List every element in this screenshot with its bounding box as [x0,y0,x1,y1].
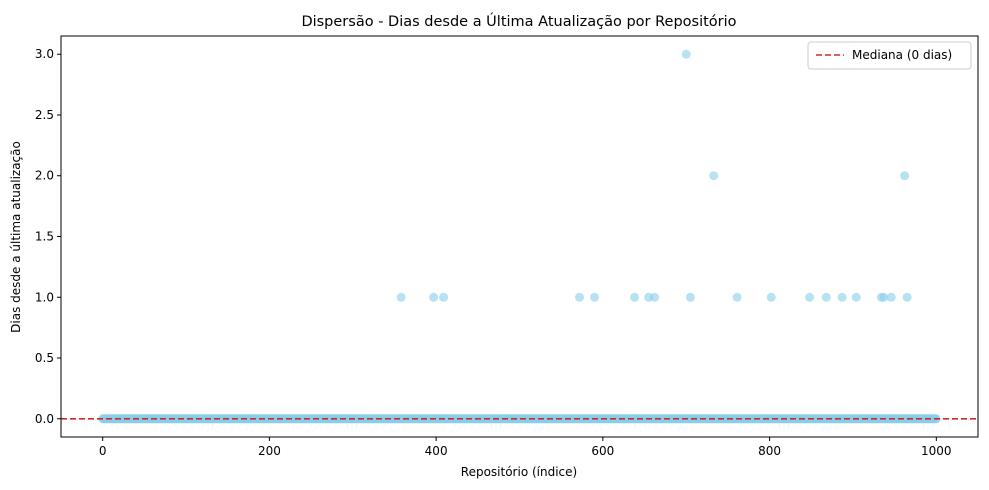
legend-box [807,41,972,70]
data-point [821,292,831,302]
y-tick-label: 0.5 [35,351,54,365]
data-point [590,292,600,302]
data-point [396,292,406,302]
legend: Mediana (0 dias) [807,41,972,70]
y-tick-label: 3.0 [35,47,54,61]
data-point [886,292,896,302]
data-point [439,292,449,302]
y-tick-label: 1.0 [35,290,54,304]
data-point [851,292,861,302]
x-tick-label: 1000 [921,444,952,458]
data-point [709,171,719,181]
data-point [902,292,912,302]
y-axis-ticks: 0.0 0.5 1.0 1.5 2.0 2.5 3.0 [35,47,61,426]
x-axis-label: Repositório (índice) [461,465,577,479]
data-point [766,292,776,302]
x-axis-ticks: 0 200 400 600 800 1000 [99,437,952,458]
y-axis-label: Dias desde a última atualização [9,141,23,333]
y-tick-label: 2.5 [35,108,54,122]
data-point [732,292,742,302]
y-tick-label: 0.0 [35,412,54,426]
chart-title: Dispersão - Dias desde a Última Atualiza… [301,12,736,30]
x-tick-label: 0 [99,444,107,458]
x-tick-label: 400 [425,444,448,458]
data-point [650,292,660,302]
data-point [429,292,439,302]
data-point [879,292,889,302]
data-point [685,292,695,302]
data-point [630,292,640,302]
data-point [837,292,847,302]
y-tick-label: 1.5 [35,230,54,244]
data-point [805,292,815,302]
y-tick-label: 2.0 [35,169,54,183]
data-point [681,49,691,59]
x-tick-label: 600 [591,444,614,458]
legend-median-label: Mediana (0 dias) [852,48,952,62]
x-tick-label: 800 [758,444,781,458]
data-point [575,292,585,302]
x-tick-label: 200 [258,444,281,458]
data-point [900,171,910,181]
